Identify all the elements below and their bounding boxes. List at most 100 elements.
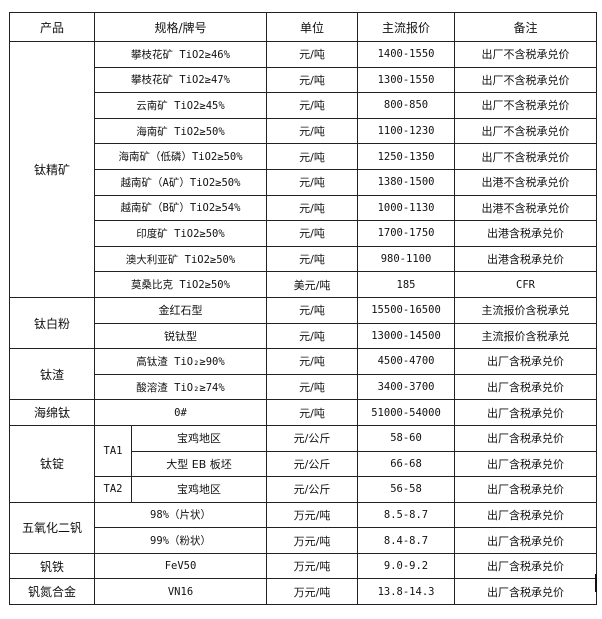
note-cell: CFR (454, 271, 598, 298)
note-cell: 出厂含税承兑价 (454, 578, 598, 606)
table-body: 钛精矿 攀枝花矿 TiO2≥46% 元/吨 1400-1550 出厂不含税承兑价 攀枝花矿… (9, 41, 598, 606)
header-row: 产品 规格/牌号 单位 主流报价 备注 (9, 12, 598, 42)
table-row: 钛锭 TA1 宝鸡地区 元/公斤 58-60 出厂含税承兑价 (9, 424, 598, 503)
table-row: 澳大利亚矿 TiO2≥50% 元/吨 980-1100 出港含税承兑价 (10, 245, 598, 273)
unit-cell: 元/吨 (266, 41, 359, 68)
header-price: 主流报价 (357, 12, 456, 42)
note-cell: 出厂含税承兑价 (454, 450, 598, 478)
table-row: 越南矿（A矿）TiO2≥50% 元/吨 1380-1500 出港不含税承兑价 (10, 168, 598, 196)
table-row: 钒氮合金 VN16 万元/吨 13.8-14.3 出厂含税承兑价 (9, 578, 598, 606)
spec-cell: FeV50 (93, 552, 268, 580)
table-row: 钛精矿 攀枝花矿 TiO2≥46% 元/吨 1400-1550 出厂不含税承兑价 (9, 41, 598, 298)
price-cell: 1000-1130 (357, 194, 456, 222)
price-cell: 15500-16500 (357, 296, 456, 324)
product-cell: 钒氮合金 (9, 578, 95, 606)
unit-cell: 元/吨 (266, 168, 359, 196)
spec-cell: 莫桑比克 TiO2≥50% (93, 271, 268, 298)
grade-cell: TA2 (94, 476, 132, 503)
unit-cell: 元/公斤 (266, 476, 359, 503)
spec-cell: 越南矿（A矿）TiO2≥50% (93, 168, 268, 196)
table-row: 锐钛型 元/吨 13000-14500 主流报价含税承兑 (10, 322, 598, 350)
price-cell: 1400-1550 (357, 41, 456, 68)
price-cell: 66-68 (357, 450, 456, 478)
price-table: 产品 规格/牌号 单位 主流报价 备注 钛精矿 攀枝花矿 TiO2≥46% 元/吨 1… (9, 12, 598, 606)
spec-cell: 宝鸡地区 (130, 476, 268, 503)
note-cell: 出厂不含税承兑价 (454, 41, 598, 68)
price-cell: 1100-1230 (357, 117, 456, 145)
note-cell: 出厂含税承兑价 (454, 399, 598, 426)
table-row: 酸溶渣 TiO₂≥74% 元/吨 3400-3700 出厂含税承兑价 (10, 373, 598, 401)
spec-cell: 澳大利亚矿 TiO2≥50% (93, 245, 268, 273)
unit-cell: 元/吨 (266, 245, 359, 273)
unit-cell: 元/吨 (266, 66, 359, 94)
note-cell: 出港含税承兑价 (454, 245, 598, 273)
unit-cell: 元/吨 (266, 92, 359, 119)
table-row: 海南矿 TiO2≥50% 元/吨 1100-1230 出厂不含税承兑价 (10, 117, 598, 145)
spec-cell: 攀枝花矿 TiO2≥46% (93, 41, 268, 68)
note-cell: 出厂含税承兑价 (454, 552, 598, 580)
note-cell: 出厂不含税承兑价 (454, 117, 598, 145)
note-cell: 出厂不含税承兑价 (454, 92, 598, 119)
table-row: 云南矿 TiO2≥45% 元/吨 800-850 出厂不含税承兑价 (10, 92, 598, 119)
spec-cell: 攀枝花矿 TiO2≥47% (93, 66, 268, 94)
table-row: 钛渣 高钛渣 TiO₂≥90% 元/吨 4500-4700 出厂含税承兑价 (9, 348, 598, 401)
product-cell: 钛渣 (9, 348, 95, 401)
note-cell: 出港不含税承兑价 (454, 168, 598, 196)
header-note: 备注 (454, 12, 598, 42)
note-cell: 出厂不含税承兑价 (454, 143, 598, 170)
unit-cell: 元/公斤 (266, 450, 359, 478)
spec-cell: 0# (93, 399, 268, 426)
product-cell: 钒铁 (9, 552, 95, 580)
price-cell: 1380-1500 (357, 168, 456, 196)
product-cell: 钛白粉 (9, 296, 95, 350)
unit-cell: 元/吨 (266, 143, 359, 170)
price-cell: 800-850 (357, 92, 456, 119)
product-cell: 五氧化二钒 (9, 501, 95, 554)
unit-cell: 元/吨 (266, 194, 359, 222)
grade-cell: TA1 (94, 424, 132, 478)
price-cell: 4500-4700 (357, 348, 456, 375)
price-cell: 1700-1750 (357, 220, 456, 247)
table-row: 99%（粉状） 万元/吨 8.4-8.7 出厂含税承兑价 (10, 527, 598, 554)
unit-cell: 元/吨 (266, 117, 359, 145)
price-cell: 13000-14500 (357, 322, 456, 350)
product-cell: 钛锭 (9, 424, 95, 503)
spec-cell: 海南矿（低磷）TiO2≥50% (93, 143, 268, 170)
note-cell: 出港含税承兑价 (454, 220, 598, 247)
header-product: 产品 (9, 12, 95, 42)
note-cell: 出厂含税承兑价 (454, 348, 598, 375)
spec-cell: 99%（粉状） (93, 527, 268, 554)
price-cell: 8.5-8.7 (357, 501, 456, 529)
table-row: 钛白粉 金红石型 元/吨 15500-16500 主流报价含税承兑 (9, 296, 598, 350)
table-row: 五氧化二钒 98%（片状） 万元/吨 8.5-8.7 出厂含税承兑价 (9, 501, 598, 554)
product-cell: 钛精矿 (9, 41, 95, 298)
table-row: TA2 宝鸡地区 元/公斤 56-58 出厂含税承兑价 (10, 476, 598, 503)
note-cell: 出港不含税承兑价 (454, 194, 598, 222)
unit-cell: 万元/吨 (266, 578, 359, 606)
unit-cell: 元/吨 (266, 399, 359, 426)
unit-cell: 美元/吨 (266, 271, 359, 298)
unit-cell: 万元/吨 (266, 501, 359, 529)
spec-cell: 98%（片状） (93, 501, 268, 529)
price-cell: 51000-54000 (357, 399, 456, 426)
note-cell: 出厂含税承兑价 (454, 501, 598, 529)
price-cell: 1250-1350 (357, 143, 456, 170)
price-cell: 185 (357, 271, 456, 298)
unit-cell: 元/公斤 (266, 424, 359, 452)
price-cell: 9.0-9.2 (357, 552, 456, 580)
spec-cell: 越南矿（B矿）TiO2≥54% (93, 194, 268, 222)
spec-cell: 印度矿 TiO2≥50% (93, 220, 268, 247)
note-cell: 出厂不含税承兑价 (454, 66, 598, 94)
price-cell: 980-1100 (357, 245, 456, 273)
price-cell: 3400-3700 (357, 373, 456, 401)
spec-cell: 金红石型 (93, 296, 268, 324)
table-row: 攀枝花矿 TiO2≥47% 元/吨 1300-1550 出厂不含税承兑价 (10, 66, 598, 94)
spec-cell: 酸溶渣 TiO₂≥74% (93, 373, 268, 401)
product-cell: 海绵钛 (9, 399, 95, 426)
note-cell: 出厂含税承兑价 (454, 424, 598, 452)
spec-cell: 高钛渣 TiO₂≥90% (93, 348, 268, 375)
spec-cell: 大型 EB 板坯 (130, 450, 268, 478)
spec-cell: 海南矿 TiO2≥50% (93, 117, 268, 145)
table-row: 越南矿（B矿）TiO2≥54% 元/吨 1000-1130 出港不含税承兑价 (10, 194, 598, 222)
table-row: 钒铁 FeV50 万元/吨 9.0-9.2 出厂含税承兑价 (9, 552, 598, 580)
